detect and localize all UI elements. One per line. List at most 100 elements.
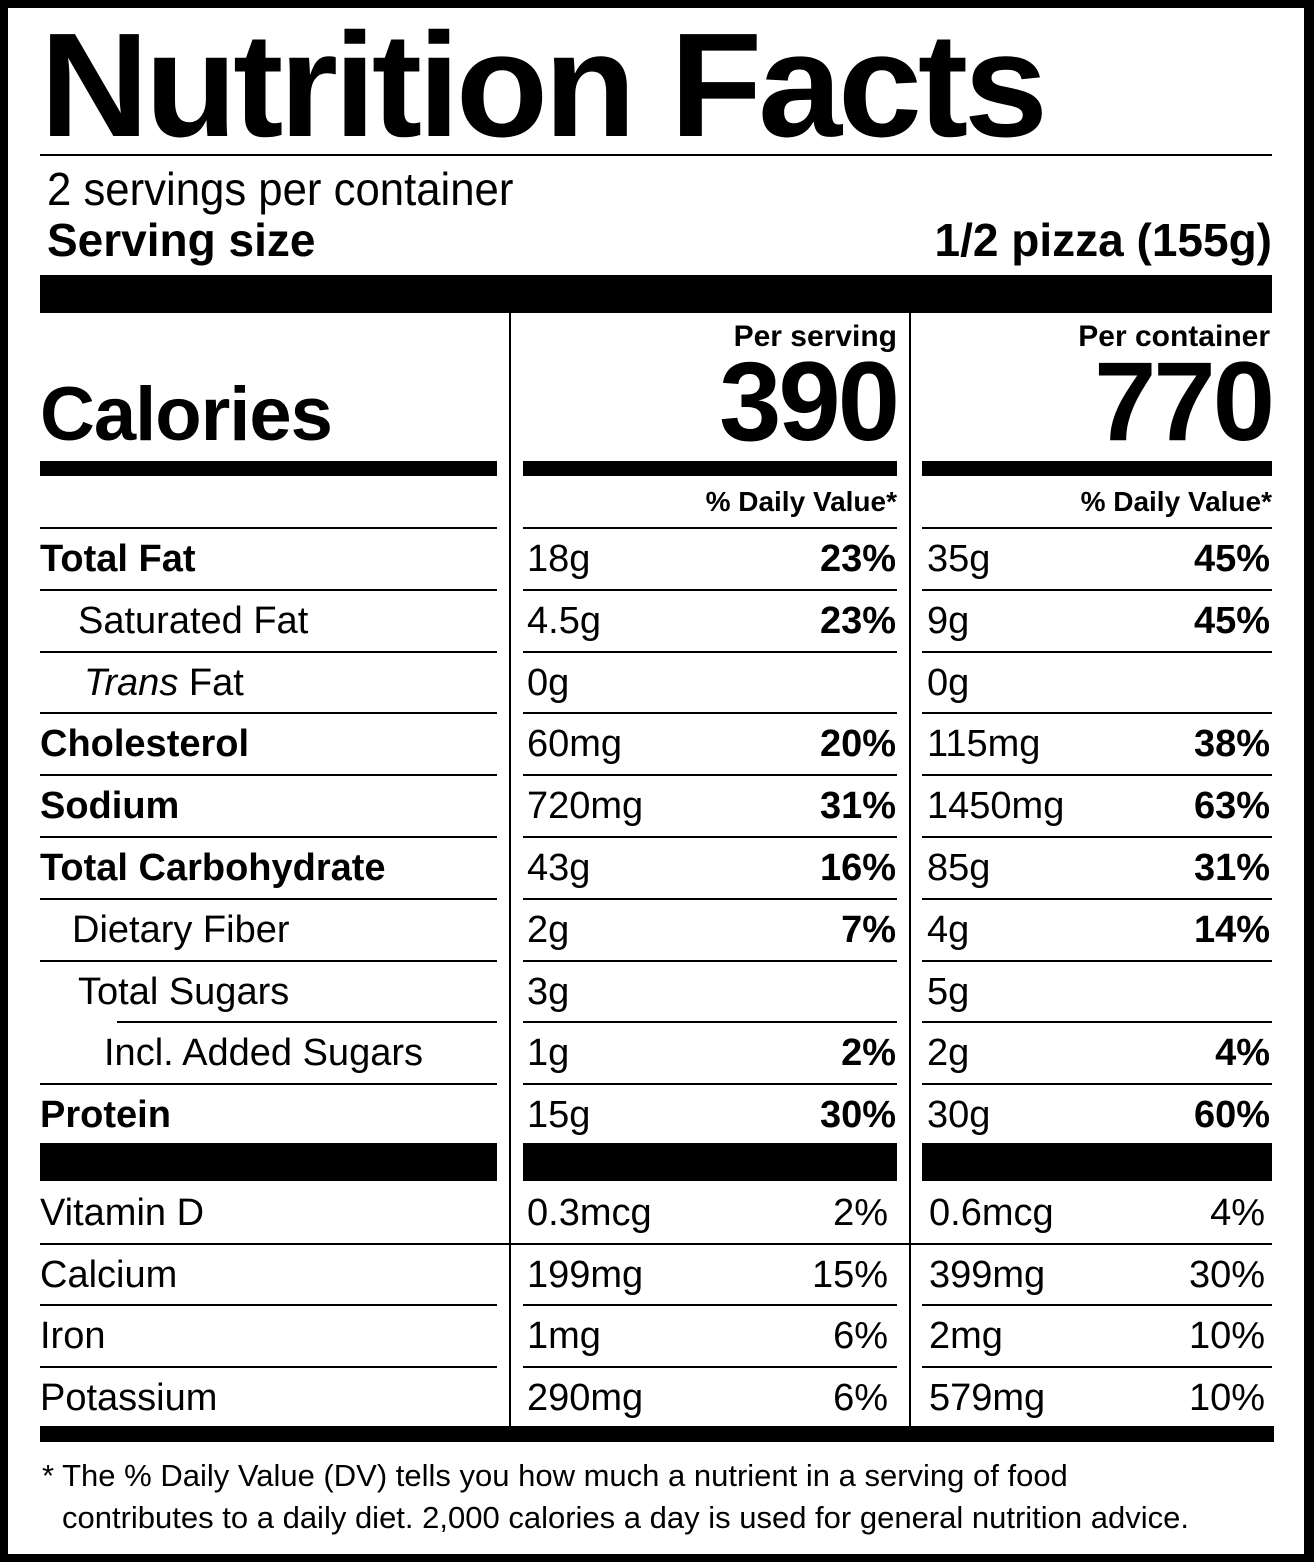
serving-amount: 1g <box>527 1032 570 1074</box>
row-rule-container <box>922 898 1272 900</box>
row-rule-container <box>922 774 1272 776</box>
row-rule-label <box>40 712 497 714</box>
row-rule-serving <box>523 836 897 838</box>
nutrient-label: Dietary Fiber <box>72 909 290 951</box>
serving-dv: 16% <box>819 847 896 889</box>
serving-dv: 6% <box>833 1315 888 1357</box>
serving-dv: 31% <box>819 785 896 827</box>
container-dv: 63% <box>1193 785 1270 827</box>
row-rule-serving <box>523 774 897 776</box>
container-dv: 45% <box>1193 538 1270 580</box>
container-dv: 4% <box>1215 1032 1270 1074</box>
vitamin-rule-container <box>922 1304 1272 1306</box>
container-dv: 31% <box>1193 847 1270 889</box>
container-amount: 2g <box>927 1032 970 1074</box>
nutrient-label: Protein <box>40 1094 171 1136</box>
column-divider-1 <box>509 313 511 1426</box>
container-amount: 0.6mcg <box>929 1192 1054 1234</box>
serving-dv: 6% <box>833 1377 888 1419</box>
container-dv: 30% <box>1188 1254 1265 1296</box>
container-amount: 115mg <box>927 723 1041 765</box>
row-rule-serving <box>523 651 897 653</box>
calories-bar-right <box>922 461 1272 476</box>
serving-amount: 4.5g <box>527 600 601 642</box>
serving-amount: 2g <box>527 909 570 951</box>
container-amount: 85g <box>927 847 991 889</box>
nutrient-label: Trans Fat <box>84 662 244 704</box>
thick-bar-vitamins-right <box>922 1143 1272 1181</box>
serving-amount: 0g <box>527 662 570 704</box>
per-serving-header: Per serving <box>733 320 897 353</box>
serving-amount: 18g <box>527 538 591 580</box>
serving-dv: 7% <box>841 909 896 951</box>
serving-amount: 3g <box>527 971 570 1013</box>
vitamin-rule-serving <box>523 1366 897 1368</box>
label-title: Nutrition Facts <box>40 3 1048 168</box>
container-dv: 10% <box>1188 1315 1265 1357</box>
container-dv: 14% <box>1193 909 1270 951</box>
row-rule-label <box>40 1083 497 1085</box>
container-dv: 10% <box>1188 1377 1265 1419</box>
nutrient-label: Cholesterol <box>40 723 250 765</box>
serving-amount: 0.3mcg <box>527 1192 652 1234</box>
servings-per-container: 2 servings per container <box>47 163 514 215</box>
row-rule-label <box>40 589 497 591</box>
row-rule-label <box>40 960 497 962</box>
nutrient-label: Sodium <box>40 785 180 827</box>
container-amount: 2mg <box>929 1315 1003 1357</box>
serving-amount: 199mg <box>527 1254 644 1296</box>
vitamin-rule-label <box>40 1304 497 1306</box>
vitamin-label: Iron <box>40 1315 106 1357</box>
container-amount: 0g <box>927 662 970 704</box>
serving-dv: 2% <box>833 1192 888 1234</box>
row-rule-label <box>40 898 497 900</box>
vitamin-rule-full <box>40 1243 1272 1245</box>
serving-size-value: 1/2 pizza (155g) <box>934 214 1272 266</box>
vitamin-label: Potassium <box>40 1377 218 1419</box>
dv-header-serving: % Daily Value* <box>705 486 897 517</box>
nutrient-label: Total Fat <box>40 538 196 580</box>
calories-bar-mid <box>523 461 897 476</box>
calories-bar-left <box>40 461 497 476</box>
row-rule-container <box>922 836 1272 838</box>
calories-per-container: 770 <box>1094 339 1275 464</box>
footnote-line-2: contributes to a daily diet. 2,000 calor… <box>62 1500 1189 1535</box>
serving-dv: 30% <box>819 1094 896 1136</box>
serving-dv: 15% <box>811 1254 888 1296</box>
serving-size-label: Serving size <box>47 214 316 266</box>
calories-per-serving: 390 <box>719 339 900 464</box>
dv-header-container: % Daily Value* <box>1080 486 1272 517</box>
row-rule-label <box>40 651 497 653</box>
vitamin-rule-label <box>40 1366 497 1368</box>
thick-bar-vitamins-left <box>40 1143 497 1181</box>
container-amount: 30g <box>927 1094 991 1136</box>
serving-amount: 290mg <box>527 1377 644 1419</box>
serving-amount: 43g <box>527 847 591 889</box>
vitamin-label: Calcium <box>40 1254 178 1296</box>
serving-dv: 2% <box>841 1032 896 1074</box>
nutrient-label: Incl. Added Sugars <box>104 1032 423 1074</box>
container-dv: 4% <box>1210 1192 1265 1234</box>
thick-bar-vitamins-mid <box>523 1143 897 1181</box>
row-rule-serving <box>523 589 897 591</box>
row-rule-serving <box>523 712 897 714</box>
nutrient-label: Saturated Fat <box>78 600 309 642</box>
container-amount: 5g <box>927 971 970 1013</box>
container-amount: 4g <box>927 909 970 951</box>
vitamin-label: Vitamin D <box>40 1192 205 1234</box>
vitamin-rule-serving <box>523 1304 897 1306</box>
serving-amount: 1mg <box>527 1315 601 1357</box>
container-amount: 9g <box>927 600 970 642</box>
nutrient-label: Total Carbohydrate <box>40 847 386 889</box>
row-rule-serving <box>523 898 897 900</box>
calories-label: Calories <box>40 372 333 457</box>
row-rule-container <box>922 1021 1272 1023</box>
row-rule-serving <box>523 527 897 529</box>
serving-dv: 23% <box>819 538 896 580</box>
serving-dv: 20% <box>819 723 896 765</box>
serving-amount: 60mg <box>527 723 623 765</box>
container-amount: 579mg <box>929 1377 1046 1419</box>
per-container-header: Per container <box>1078 320 1270 353</box>
row-rule-container <box>922 1083 1272 1085</box>
